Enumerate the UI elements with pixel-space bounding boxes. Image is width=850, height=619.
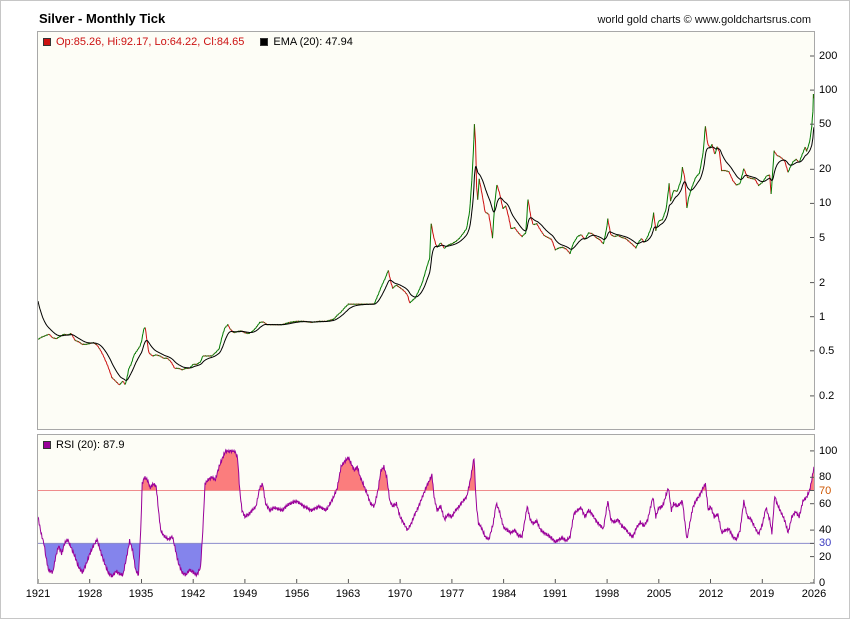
price-legend: Op:85.26, Hi:92.17, Lo:64.22, Cl:84.65 E… <box>43 36 353 48</box>
x-tick-label: 1998 <box>594 588 620 600</box>
rsi-y-tick-label: 40 <box>819 524 832 536</box>
page-title: Silver - Monthly Tick <box>39 11 166 26</box>
rsi-y-tick-label: 30 <box>819 537 832 549</box>
price-panel: Op:85.26, Hi:92.17, Lo:64.22, Cl:84.65 E… <box>37 31 815 430</box>
rsi-y-tick-label: 0 <box>819 577 826 589</box>
price-chart-plot <box>38 55 814 397</box>
price-y-tick-label: 2 <box>819 277 826 289</box>
price-up-segments <box>38 93 814 385</box>
rsi-legend-swatch-icon <box>43 441 51 449</box>
price-y-tick-label: 100 <box>819 84 838 96</box>
x-tick-label: 1942 <box>180 588 206 600</box>
x-tick-label: 1956 <box>284 588 310 600</box>
rsi-oversold-area <box>43 543 202 578</box>
price-y-tick-label: 10 <box>819 197 832 209</box>
price-y-tick-label: 20 <box>819 163 832 175</box>
price-y-tick-label: 200 <box>819 50 838 62</box>
x-tick-label: 1991 <box>542 588 568 600</box>
rsi-chart-plot <box>38 448 814 583</box>
x-tick-label: 1970 <box>387 588 413 600</box>
price-down-segments <box>38 93 814 386</box>
attribution-text: world gold charts © www.goldchartsrus.co… <box>597 14 811 26</box>
rsi-legend: RSI (20): 87.9 <box>43 439 124 451</box>
rsi-line <box>38 448 814 578</box>
price-y-tick-label: 0.5 <box>819 345 835 357</box>
x-tick-label: 2005 <box>646 588 672 600</box>
rsi-legend-label: RSI (20): 87.9 <box>56 439 125 451</box>
price-y-tick-label: 5 <box>819 232 826 244</box>
x-tick-label: 1984 <box>491 588 517 600</box>
x-tick-label: 1963 <box>335 588 361 600</box>
ohlc-legend-label: Op:85.26, Hi:92.17, Lo:64.22, Cl:84.65 <box>56 36 245 48</box>
x-tick-label: 1921 <box>25 588 51 600</box>
x-tick-label: 1935 <box>128 588 154 600</box>
x-tick-label: 1928 <box>77 588 103 600</box>
rsi-y-tick-label: 80 <box>819 471 832 483</box>
x-tick-label: 2012 <box>698 588 724 600</box>
rsi-overbought-area <box>38 450 814 491</box>
ohlc-legend-swatch-icon <box>43 38 51 46</box>
price-y-tick-label: 0.2 <box>819 390 835 402</box>
ema-legend-swatch-icon <box>260 38 269 46</box>
price-y-tick-label: 50 <box>819 118 832 130</box>
rsi-y-tick-label: 100 <box>819 445 838 457</box>
x-tick-label: 2026 <box>801 588 827 600</box>
rsi-panel: RSI (20): 87.9 <box>37 434 815 584</box>
rsi-y-tick-label: 20 <box>819 551 832 563</box>
ema-line <box>38 127 814 381</box>
rsi-y-tick-label: 60 <box>819 498 832 510</box>
ema-legend-label: EMA (20): 47.94 <box>273 36 353 48</box>
x-tick-label: 1977 <box>439 588 465 600</box>
x-tick-label: 2019 <box>749 588 775 600</box>
x-tick-label: 1949 <box>232 588 258 600</box>
price-y-tick-label: 1 <box>819 311 826 323</box>
rsi-y-tick-label: 70 <box>819 485 832 497</box>
